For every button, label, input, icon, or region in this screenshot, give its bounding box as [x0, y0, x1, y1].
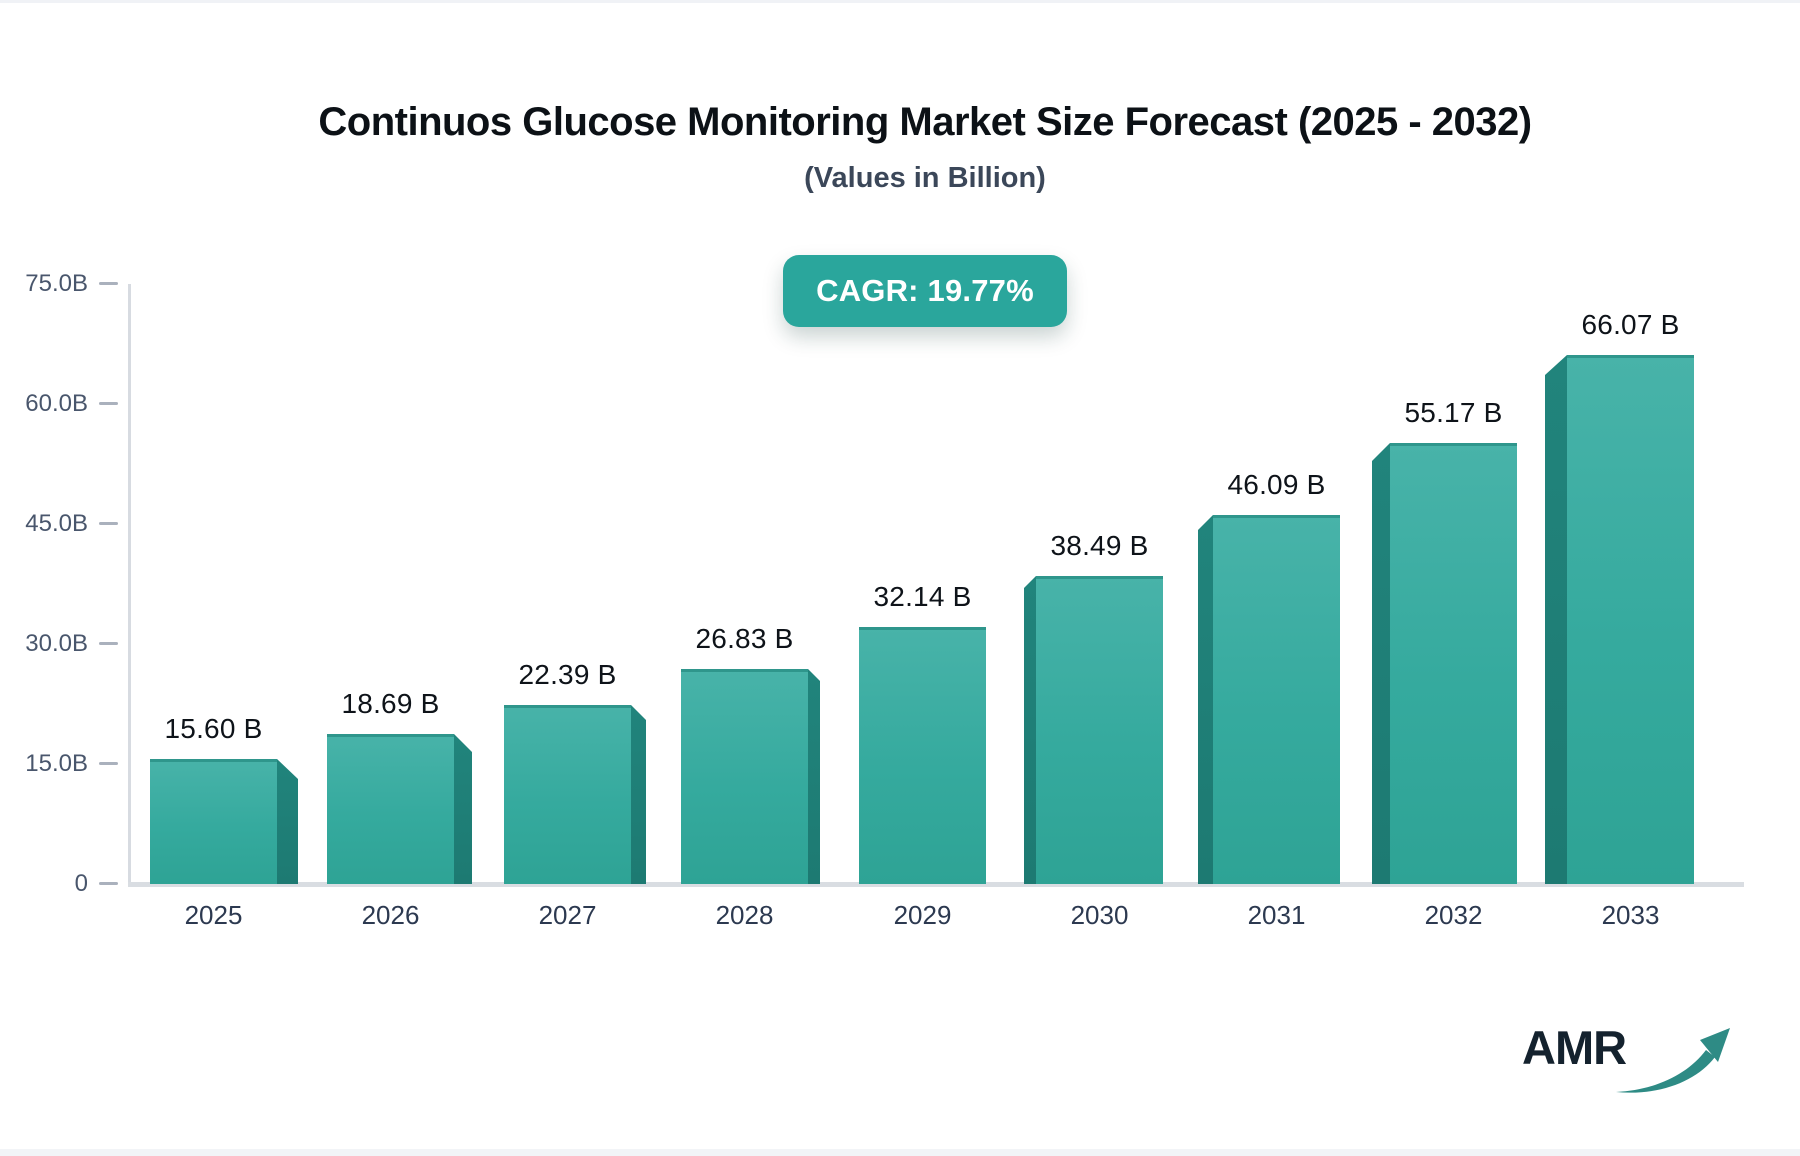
- bar-3d-side-2025: [277, 759, 298, 884]
- x-axis-label-2031: 2031: [1247, 900, 1306, 930]
- bar-value-label: 15.60 B: [164, 713, 263, 744]
- y-axis-tick-label: 45.0B: [25, 510, 88, 537]
- x-axis-label-2028: 2028: [715, 900, 774, 930]
- bar-value-label: 66.07 B: [1581, 309, 1680, 340]
- bar-3d-side-2026: [454, 734, 472, 884]
- y-axis-tick-mark: [99, 402, 118, 405]
- y-axis-tick-mark: [99, 282, 118, 285]
- bar-value-label: 32.14 B: [873, 581, 972, 612]
- bar-value-label: 22.39 B: [518, 659, 617, 690]
- x-axis-label-2029: 2029: [893, 900, 952, 930]
- bar-3d-side-2031: [1198, 515, 1213, 884]
- x-axis-label-2033: 2033: [1601, 900, 1660, 930]
- trend-up-arrow-icon: [1616, 1028, 1731, 1093]
- bar-2032: [1390, 443, 1517, 884]
- bar-2029: [859, 627, 986, 884]
- bar-3d-side-2032: [1372, 443, 1390, 884]
- bar-value-label: 38.49 B: [1050, 530, 1149, 561]
- x-axis-label-2032: 2032: [1424, 900, 1483, 930]
- bar-2028: [681, 669, 808, 884]
- x-axis-baseline: [128, 882, 1744, 887]
- y-axis-tick-mark: [99, 762, 118, 765]
- bar-3d-side-2030: [1024, 576, 1036, 884]
- y-axis-line: [128, 284, 131, 884]
- bar-2031: [1213, 515, 1340, 884]
- amr-logo-text: AMR: [1522, 1021, 1627, 1074]
- chart-title: Continuos Glucose Monitoring Market Size…: [318, 100, 1532, 144]
- bar-2027: [504, 705, 631, 884]
- y-axis-tick-label: 60.0B: [25, 390, 88, 417]
- chart-subtitle: (Values in Billion): [804, 162, 1046, 194]
- bar-2026: [327, 734, 454, 884]
- y-axis-tick-mark: [99, 642, 118, 645]
- cagr-badge: CAGR: 19.77%: [783, 255, 1067, 327]
- amr-logo: AMR: [1522, 1021, 1731, 1100]
- x-axis-label-2026: 2026: [361, 900, 420, 930]
- page-edge-bottom: [0, 1149, 1800, 1156]
- y-axis-tick-label: 75.0B: [25, 270, 88, 297]
- bar-3d-side-2033: [1545, 355, 1567, 884]
- y-axis-tick-label: 30.0B: [25, 630, 88, 657]
- bar-2033: [1567, 355, 1694, 884]
- x-axis-label-2025: 2025: [184, 900, 243, 930]
- bar-3d-side-2028: [808, 669, 820, 884]
- y-axis-tick-label: 0: [74, 870, 88, 897]
- y-axis-tick-label: 15.0B: [25, 750, 88, 777]
- bar-value-label: 18.69 B: [341, 688, 440, 719]
- bar-value-label: 55.17 B: [1404, 397, 1503, 428]
- bar-value-label: 46.09 B: [1227, 469, 1326, 500]
- page-edge-top: [0, 0, 1800, 3]
- bar-3d-side-2027: [631, 705, 646, 884]
- bar-2030: [1036, 576, 1163, 884]
- bar-value-label: 26.83 B: [695, 623, 794, 654]
- y-axis-tick-mark: [99, 522, 118, 525]
- y-axis-tick-mark: [99, 882, 118, 885]
- x-axis-label-2027: 2027: [538, 900, 597, 930]
- cagr-badge-label: CAGR: 19.77%: [816, 273, 1034, 308]
- bar-2025: [150, 759, 277, 884]
- x-axis-label-2030: 2030: [1070, 900, 1129, 930]
